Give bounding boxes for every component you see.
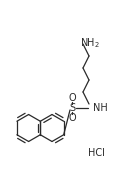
Text: O: O [68, 93, 76, 103]
Text: HCl: HCl [88, 148, 104, 158]
Text: S: S [69, 103, 75, 113]
Text: NH$_2$: NH$_2$ [80, 36, 100, 50]
Text: O: O [68, 113, 76, 123]
Text: NH: NH [93, 103, 108, 113]
